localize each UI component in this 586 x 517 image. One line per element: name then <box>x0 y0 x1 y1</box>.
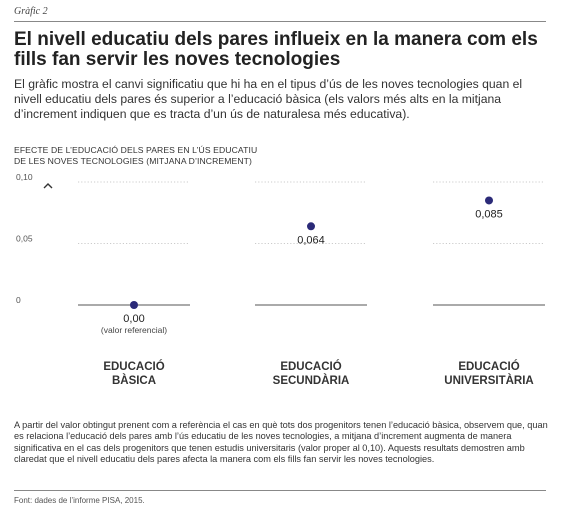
chart: 0 0,05 0,10 0,00(valor referencial) 0,064 0,0… <box>16 172 545 387</box>
y-tick-label: 0,10 <box>16 172 33 182</box>
data-label: 0,064 <box>297 234 325 246</box>
category-label: EDUCACIÓ <box>103 360 164 373</box>
source-text: Font: dades de l’informe PISA, 2015. <box>14 496 145 505</box>
data-point <box>485 196 493 205</box>
category-label: UNIVERSITÀRIA <box>444 374 533 387</box>
axis-arrow-icon <box>43 183 53 189</box>
chart-title: EFECTE DE L’EDUCACIÓ DELS PARES EN L’ÚS … <box>14 145 257 166</box>
category-label: BÀSICA <box>112 374 156 387</box>
page-title: El nivell educatiu dels pares influeix e… <box>14 29 538 70</box>
data-point <box>307 222 315 231</box>
data-annotation: (valor referencial) <box>101 325 167 335</box>
chart-note: A partir del valor obtingut prenent com … <box>14 420 548 464</box>
data-label: 0,085 <box>475 208 503 220</box>
y-tick-label: 0 <box>16 295 21 305</box>
chart-title-line-1: EFECTE DE L’EDUCACIÓ DELS PARES EN L’ÚS … <box>14 145 258 155</box>
figure-label: Gràfic 2 <box>14 6 48 17</box>
bottom-divider <box>14 490 546 491</box>
page-subtitle: El gràfic mostra el canvi significatiu q… <box>14 77 523 121</box>
y-tick-label: 0,05 <box>16 234 33 244</box>
data-point <box>130 301 138 309</box>
category-label: EDUCACIÓ <box>458 360 519 373</box>
category-label: SECUNDÀRIA <box>273 374 350 387</box>
data-label: 0,00 <box>123 313 144 325</box>
top-divider <box>14 21 546 22</box>
category-label: EDUCACIÓ <box>280 360 341 373</box>
chart-title-line-2: DE LES NOVES TECNOLOGIES (MITJANA D’INCR… <box>14 155 252 166</box>
